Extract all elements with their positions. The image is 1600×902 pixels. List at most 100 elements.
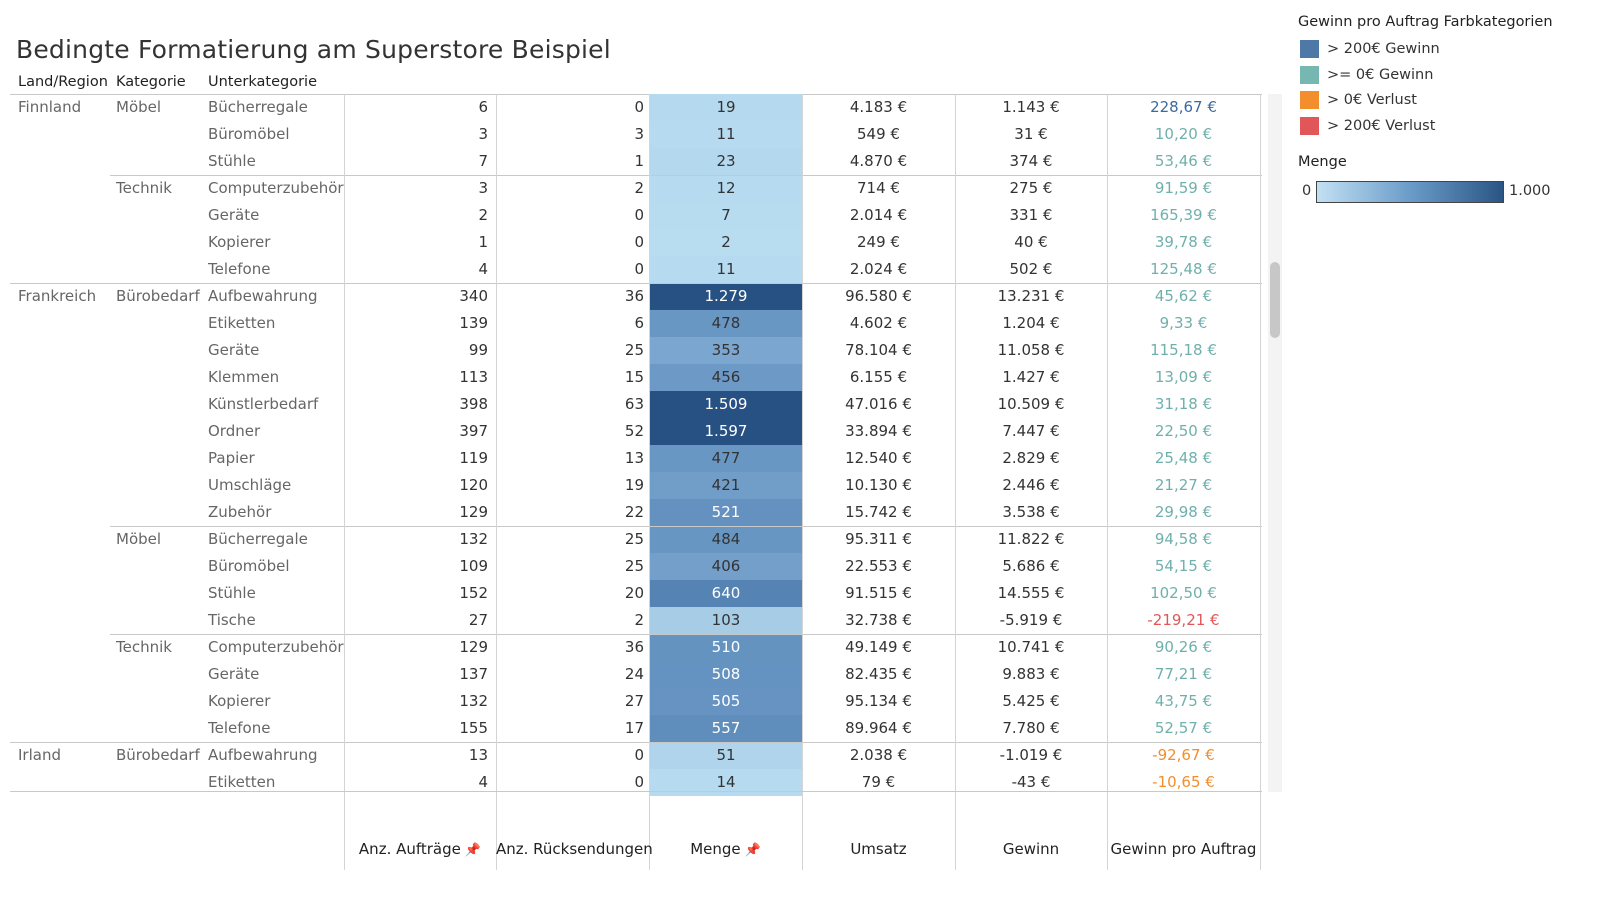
menge-value[interactable]: 1.279	[650, 283, 802, 310]
subcategory-label[interactable]: Geräte	[208, 665, 260, 683]
table-row[interactable]: Tische 27 2 103 32.738 € -5.919 € -219,21 €	[10, 607, 1262, 634]
pin-icon[interactable]: 📌	[464, 843, 482, 858]
subcategory-label[interactable]: Geräte	[208, 341, 260, 359]
table-row[interactable]: Geräte 137 24 508 82.435 € 9.883 € 77,21 €	[10, 661, 1262, 688]
menge-color-ramp[interactable]	[1316, 181, 1504, 203]
menge-value[interactable]: 406	[650, 553, 802, 580]
table-row[interactable]: Zubehör 129 22 521 15.742 € 3.538 € 29,98 €	[10, 499, 1262, 526]
menge-value[interactable]: 2	[650, 229, 802, 256]
table-row[interactable]: Klemmen 113 15 456 6.155 € 1.427 € 13,09 €	[10, 364, 1262, 391]
legend-item-high-loss[interactable]: > 200€ Verlust	[1300, 116, 1435, 136]
region-label[interactable]: Frankreich	[18, 287, 97, 305]
subcategory-label[interactable]: Tische	[208, 611, 256, 629]
table-row[interactable]: Technik Computerzubehör 3 2 12 714 € 275 € 91,5…	[10, 175, 1262, 202]
subcategory-label[interactable]: Künstlerbedarf	[208, 395, 319, 413]
menge-value[interactable]: 51	[650, 742, 802, 769]
table-row[interactable]: Irland Bürobedarf Aufbewahrung 13 0 51 2.038 €…	[10, 742, 1262, 769]
table-row[interactable]: Etiketten 139 6 478 4.602 € 1.204 € 9,33 €	[10, 310, 1262, 337]
subcategory-label[interactable]: Etiketten	[208, 773, 276, 791]
column-header-anz-ruecksendungen[interactable]: Anz. Rücksendungen	[496, 840, 653, 858]
subcategory-label[interactable]: Klemmen	[208, 368, 280, 386]
legend-item-high-profit[interactable]: > 200€ Gewinn	[1300, 39, 1440, 59]
subcategory-label[interactable]: Büromöbel	[208, 125, 290, 143]
subcategory-label[interactable]: Telefone	[208, 260, 271, 278]
subcategory-label[interactable]: Telefone	[208, 719, 271, 737]
menge-value[interactable]: 103	[650, 607, 802, 634]
subcategory-label[interactable]: Papier	[208, 449, 255, 467]
table-row[interactable]: Papier 119 13 477 12.540 € 2.829 € 25,48 €	[10, 445, 1262, 472]
subcategory-label[interactable]: Umschläge	[208, 476, 292, 494]
table-row[interactable]: Künstlerbedarf 398 63 1.509 47.016 € 10.509 €…	[10, 391, 1262, 418]
table-row[interactable]: Telefone 155 17 557 89.964 € 7.780 € 52,57 €	[10, 715, 1262, 742]
column-header-anz-auftraege[interactable]: Anz. Aufträge 📌	[344, 840, 496, 858]
subcategory-label[interactable]: Ordner	[208, 422, 261, 440]
subcategory-label[interactable]: Etiketten	[208, 314, 276, 332]
subcategory-label[interactable]: Bücherregale	[208, 530, 308, 548]
subcategory-label[interactable]: Zubehör	[208, 503, 272, 521]
subcategory-label[interactable]: Kopierer	[208, 233, 271, 251]
table-row[interactable]: Stühle 152 20 640 91.515 € 14.555 € 102,50 €	[10, 580, 1262, 607]
subcategory-label[interactable]: Geräte	[208, 206, 260, 224]
table-row[interactable]: Finnland Möbel Bücherregale 6 0 19 4.183 € 1.14…	[10, 94, 1262, 121]
menge-value[interactable]: 505	[650, 688, 802, 715]
subcategory-label[interactable]: Computerzubehör	[208, 638, 344, 656]
region-label[interactable]: Finnland	[18, 98, 82, 116]
subcategory-label[interactable]: Büromöbel	[208, 557, 290, 575]
header-unterkategorie[interactable]: Unterkategorie	[208, 74, 317, 90]
menge-value[interactable]: 7	[650, 202, 802, 229]
menge-value[interactable]: 484	[650, 526, 802, 553]
table-row[interactable]: Kopierer 1 0 2 249 € 40 € 39,78 €	[10, 229, 1262, 256]
menge-value[interactable]: 421	[650, 472, 802, 499]
menge-value[interactable]: 640	[650, 580, 802, 607]
subcategory-label[interactable]: Computerzubehör	[208, 179, 344, 197]
column-header-umsatz[interactable]: Umsatz	[802, 840, 955, 858]
legend-item-loss[interactable]: > 0€ Verlust	[1300, 90, 1417, 110]
table-row[interactable]: Büromöbel 3 3 11 549 € 31 € 10,20 €	[10, 121, 1262, 148]
category-label[interactable]: Möbel	[116, 530, 162, 548]
menge-value[interactable]: 477	[650, 445, 802, 472]
category-label[interactable]: Bürobedarf	[116, 746, 200, 764]
crosstab-table[interactable]: Finnland Möbel Bücherregale 6 0 19 4.183 € 1.14…	[10, 94, 1262, 796]
menge-value[interactable]: 456	[650, 364, 802, 391]
category-label[interactable]: Technik	[116, 638, 172, 656]
menge-value[interactable]: 11	[650, 121, 802, 148]
menge-value[interactable]: 521	[650, 499, 802, 526]
header-kategorie[interactable]: Kategorie	[116, 74, 186, 90]
menge-value[interactable]: 12	[650, 175, 802, 202]
region-label[interactable]: Irland	[18, 746, 61, 764]
pin-icon[interactable]: 📌	[744, 843, 761, 858]
menge-value[interactable]: 508	[650, 661, 802, 688]
subcategory-label[interactable]: Aufbewahrung	[208, 287, 318, 305]
menge-value[interactable]: 510	[650, 634, 802, 661]
menge-value[interactable]: 1.509	[650, 391, 802, 418]
menge-value[interactable]: 19	[650, 94, 802, 121]
column-header-gewinn-pro-auftrag[interactable]: Gewinn pro Auftrag	[1107, 840, 1260, 858]
legend-item-profit[interactable]: >= 0€ Gewinn	[1300, 65, 1433, 85]
subcategory-label[interactable]: Bücherregale	[208, 98, 308, 116]
menge-value[interactable]: 11	[650, 256, 802, 283]
category-label[interactable]: Technik	[116, 179, 172, 197]
menge-value[interactable]: 1.597	[650, 418, 802, 445]
table-row[interactable]: Technik Computerzubehör 129 36 510 49.149 € 10…	[10, 634, 1262, 661]
table-row[interactable]: Kopierer 132 27 505 95.134 € 5.425 € 43,75 €	[10, 688, 1262, 715]
table-row[interactable]: Umschläge 120 19 421 10.130 € 2.446 € 21,27 €	[10, 472, 1262, 499]
table-row[interactable]: Stühle 7 1 23 4.870 € 374 € 53,46 €	[10, 148, 1262, 175]
column-header-gewinn[interactable]: Gewinn	[955, 840, 1107, 858]
category-label[interactable]: Möbel	[116, 98, 162, 116]
table-row[interactable]: Geräte 99 25 353 78.104 € 11.058 € 115,18 €	[10, 337, 1262, 364]
table-row[interactable]: Büromöbel 109 25 406 22.553 € 5.686 € 54,15 €	[10, 553, 1262, 580]
table-row[interactable]: Möbel Bücherregale 132 25 484 95.311 € 11.822 …	[10, 526, 1262, 553]
category-label[interactable]: Bürobedarf	[116, 287, 200, 305]
menge-value[interactable]: 353	[650, 337, 802, 364]
subcategory-label[interactable]: Kopierer	[208, 692, 271, 710]
column-header-menge[interactable]: Menge 📌	[649, 840, 802, 858]
subcategory-label[interactable]: Stühle	[208, 152, 256, 170]
scrollbar-thumb[interactable]	[1270, 262, 1280, 338]
menge-value[interactable]: 478	[650, 310, 802, 337]
subcategory-label[interactable]: Aufbewahrung	[208, 746, 318, 764]
subcategory-label[interactable]: Stühle	[208, 584, 256, 602]
header-land-region[interactable]: Land/Region	[18, 74, 108, 90]
menge-value[interactable]: 557	[650, 715, 802, 742]
table-row[interactable]: Ordner 397 52 1.597 33.894 € 7.447 € 22,50 €	[10, 418, 1262, 445]
table-row[interactable]: Frankreich Bürobedarf Aufbewahrung 340 36 1.2…	[10, 283, 1262, 310]
